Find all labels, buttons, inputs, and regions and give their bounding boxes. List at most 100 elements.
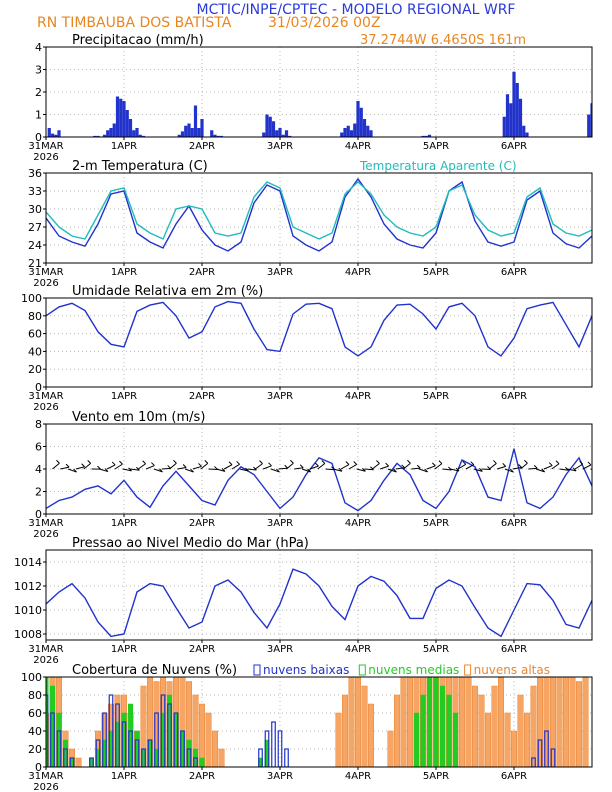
- wind-barb-tick: [65, 463, 70, 468]
- cloud-bar-high: [335, 712, 342, 767]
- wind-barb: [138, 463, 146, 470]
- y-tick-label: 1010: [14, 604, 42, 617]
- data-pressure: [46, 568, 592, 638]
- precip-bar: [515, 83, 519, 137]
- y-tick-label: 36: [28, 167, 42, 180]
- precip-bar: [184, 125, 188, 137]
- wind-barb-tick: [136, 466, 140, 471]
- precip-bar: [349, 130, 354, 137]
- wind-barb-tick: [87, 459, 92, 464]
- x-tick-year: 2026: [33, 782, 58, 792]
- cloud-bar-low: [180, 730, 185, 767]
- wind-barb: [333, 468, 343, 472]
- cloud-bar-medium: [446, 694, 452, 767]
- wind-barb: [473, 468, 483, 472]
- y-tick-label: 40: [28, 725, 42, 738]
- legend-apparent-temperature: Temperatura Aparente (C): [359, 159, 517, 173]
- cloud-bar-low: [56, 730, 62, 767]
- x-tick-label: 2APR: [189, 267, 215, 278]
- x-tick-label: 5APR: [423, 141, 449, 152]
- cloud-bar-low: [193, 757, 198, 767]
- precip-bar: [275, 130, 279, 137]
- cloud-bar-high: [153, 681, 160, 767]
- location-name: RN TIMBAUBA DOS BATISTA: [37, 15, 232, 31]
- cloud-bar-low: [63, 748, 68, 767]
- precip-bar: [288, 135, 292, 137]
- wind-barb: [567, 468, 577, 472]
- x-tick-label: 3APR: [267, 771, 293, 782]
- wind-barb-tick: [376, 460, 380, 464]
- cloud-bar-high: [348, 677, 355, 767]
- precip-bar: [193, 105, 198, 137]
- wind-barb: [114, 463, 123, 470]
- wind-barb-tick: [393, 468, 397, 473]
- cloud-bar-high: [355, 677, 361, 767]
- precip-bar: [271, 121, 276, 137]
- precip-bar: [343, 128, 347, 137]
- cloud-bar-low: [69, 757, 75, 767]
- wind-barb-tick: [385, 462, 389, 467]
- data-humidity: [46, 300, 592, 357]
- x-tick-year: 2026: [33, 152, 58, 163]
- cloud-bar-low: [284, 748, 289, 767]
- wind-barb: [395, 467, 405, 470]
- x-tick-label: 2APR: [189, 518, 215, 529]
- wind-barb: [559, 468, 569, 471]
- precip-bar: [93, 135, 97, 137]
- wind-barb-tick: [104, 468, 109, 472]
- station-coordinates: 37.2744W 6.4650S 161m: [360, 33, 526, 48]
- wind-barb: [496, 465, 506, 470]
- x-tick-label: 31MAR: [28, 391, 63, 402]
- wind-barb-tick: [572, 467, 577, 472]
- wind-barb-tick: [596, 469, 599, 472]
- cloud-bar-low: [271, 721, 276, 767]
- y-tick-label: 100: [21, 292, 42, 305]
- y-tick-label: 8: [35, 418, 42, 431]
- wind-barb: [340, 464, 350, 470]
- precip-bar: [512, 71, 516, 137]
- x-tick-label: 1APR: [111, 141, 137, 152]
- wind-barb-tick: [438, 460, 443, 464]
- cloud-bar-low: [544, 730, 549, 767]
- wind-barb: [309, 465, 319, 470]
- panel-frame-temperature: [45, 172, 593, 264]
- wind-barb-tick: [431, 462, 436, 467]
- precip-bar: [587, 114, 591, 137]
- wind-barb-tick: [362, 467, 366, 472]
- wind-barb: [75, 466, 85, 470]
- wind-barb-tick: [345, 461, 350, 465]
- wind-barb: [379, 465, 389, 470]
- chart-title: MCTIC/INPE/CPTEC - MODELO REGIONAL WRF: [197, 2, 516, 18]
- panel-title-pressure: Pressao ao Nivel Medio do Mar (hPa): [72, 536, 309, 551]
- wind-barb: [161, 467, 171, 470]
- wind-barb-tick: [276, 468, 280, 473]
- y-tick-label: 20: [28, 743, 42, 756]
- x-tick-label: 31MAR: [28, 644, 63, 655]
- wind-barb-tick: [173, 459, 177, 464]
- x-tick-label: 2APR: [189, 644, 215, 655]
- wind-barb-tick: [111, 461, 116, 466]
- wind-barb: [278, 467, 288, 470]
- cloud-bar-low: [167, 703, 172, 767]
- cloud-bar-low: [50, 712, 55, 767]
- wind-barb: [442, 468, 452, 471]
- wind-barb: [262, 465, 272, 470]
- y-tick-label: 1: [35, 109, 42, 122]
- wind-barb: [231, 463, 240, 470]
- precip-bar: [284, 130, 289, 137]
- pressure-line: [46, 568, 592, 638]
- temperature-series-air: [46, 177, 592, 252]
- wind-barb: [450, 468, 460, 472]
- wind-barb: [67, 468, 77, 473]
- wind-barb: [192, 465, 202, 470]
- wind-barb: [543, 465, 553, 470]
- cloud-bar-high: [387, 730, 394, 767]
- cloud-bar-low: [264, 730, 270, 767]
- wind-barb-tick: [290, 459, 294, 464]
- wind-barb: [551, 463, 560, 470]
- x-tick-label: 1APR: [111, 267, 137, 278]
- wind-barb-tick: [315, 462, 319, 467]
- y-tick-label: 3: [35, 64, 42, 77]
